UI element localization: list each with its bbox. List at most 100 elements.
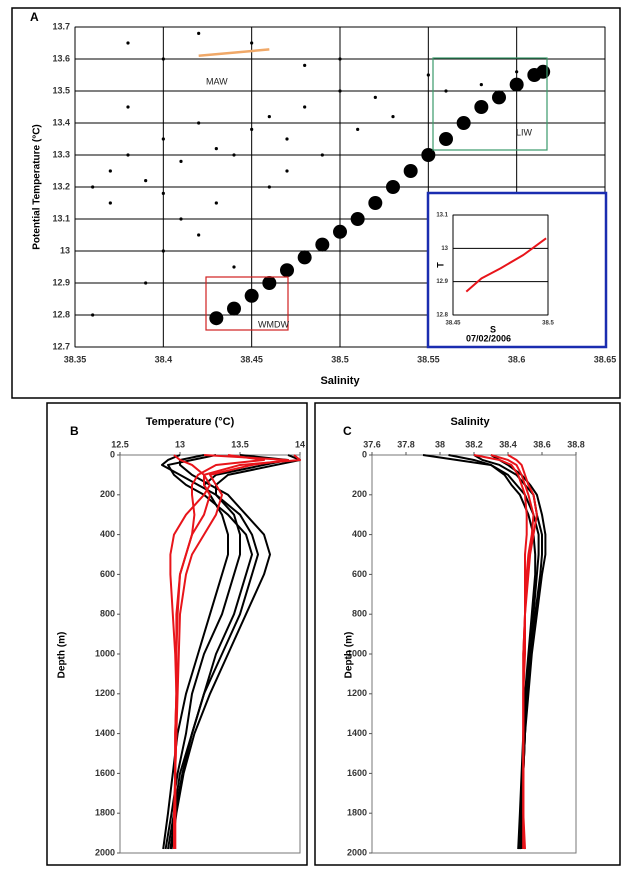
point xyxy=(444,89,448,93)
x-tick-label: 38.4 xyxy=(499,439,517,449)
y-tick-label: 400 xyxy=(100,529,115,539)
point xyxy=(126,105,130,109)
point xyxy=(515,70,519,74)
y-tick-label: 800 xyxy=(352,609,367,619)
annotation: LIW xyxy=(516,127,533,137)
x-tick-label: 38.6 xyxy=(508,354,526,364)
plot-area xyxy=(371,454,577,854)
profile-line xyxy=(161,454,259,850)
point xyxy=(338,57,342,61)
y-tick-label: 13.7 xyxy=(52,21,70,31)
point xyxy=(403,164,418,178)
point xyxy=(479,83,483,87)
point xyxy=(439,132,453,146)
x-tick-label: 38 xyxy=(435,439,445,449)
point xyxy=(214,147,218,151)
y-tick-label: 2000 xyxy=(347,847,367,857)
point xyxy=(91,185,95,189)
point xyxy=(297,250,312,265)
point xyxy=(267,115,271,119)
x-tick-label: 14 xyxy=(295,439,305,449)
point xyxy=(250,41,254,45)
point xyxy=(333,224,347,239)
y-tick-label: 13.3 xyxy=(52,149,70,159)
profile-line xyxy=(473,454,528,850)
annotation: WMDW xyxy=(258,319,289,329)
panel-label: A xyxy=(30,10,39,24)
x-tick-label: 13 xyxy=(175,439,185,449)
x-tick-label: 38.65 xyxy=(594,354,617,364)
y-tick-label: 1200 xyxy=(95,688,115,698)
point xyxy=(536,64,551,79)
point xyxy=(338,89,342,93)
y-tick-label: 13.4 xyxy=(52,117,70,127)
panel-label: B xyxy=(70,424,79,438)
point xyxy=(179,217,183,221)
point xyxy=(232,265,236,269)
y-tick-label: 1400 xyxy=(347,728,367,738)
point xyxy=(303,63,307,67)
y-tick-label: 1000 xyxy=(95,648,115,658)
panel-label: 07/02/2006 xyxy=(466,333,511,343)
point xyxy=(285,137,289,141)
point xyxy=(474,100,489,114)
liw-box xyxy=(432,57,548,151)
y-tick-label: 2000 xyxy=(95,847,115,857)
point xyxy=(315,237,330,252)
point xyxy=(161,137,165,141)
y-axis-label: T xyxy=(435,262,445,268)
point xyxy=(509,77,524,92)
point xyxy=(350,212,365,226)
x-tick-label: 13.5 xyxy=(231,439,249,449)
y-tick-label: 1000 xyxy=(347,648,367,658)
profile-line xyxy=(164,454,301,850)
y-tick-label: 13.6 xyxy=(52,53,70,63)
axis-title: Temperature (°C) xyxy=(146,416,235,428)
y-axis-label: Depth (m) xyxy=(57,632,68,679)
y-tick-label: 600 xyxy=(100,569,115,579)
point xyxy=(285,169,289,173)
point xyxy=(262,276,277,290)
point xyxy=(391,115,395,119)
point xyxy=(209,311,224,326)
point xyxy=(161,191,165,195)
y-tick-label: 13 xyxy=(60,245,70,255)
profile-line xyxy=(170,454,271,850)
x-tick-label: 12.5 xyxy=(111,439,129,449)
point xyxy=(108,169,112,173)
point xyxy=(214,201,218,205)
point xyxy=(303,105,307,109)
y-tick-label: 200 xyxy=(100,489,115,499)
axis-title: Salinity xyxy=(450,416,490,428)
point xyxy=(250,127,254,131)
y-tick-label: 13.1 xyxy=(52,213,70,223)
point xyxy=(227,301,241,316)
profile-line xyxy=(173,454,265,850)
point xyxy=(232,153,236,157)
y-tick-label: 13.2 xyxy=(52,181,70,191)
x-axis-label: S xyxy=(490,324,496,334)
point xyxy=(280,263,294,278)
y-axis-label: Depth (m) xyxy=(344,632,355,679)
y-tick-label: 12.9 xyxy=(52,277,70,287)
y-tick-label: 13 xyxy=(441,246,448,252)
point xyxy=(161,249,165,253)
point xyxy=(126,153,130,157)
y-tick-label: 1600 xyxy=(347,768,367,778)
water-mass-line xyxy=(198,48,270,58)
y-tick-label: 1200 xyxy=(347,688,367,698)
y-tick-label: 12.9 xyxy=(436,279,448,285)
point xyxy=(197,121,201,125)
point xyxy=(492,90,506,105)
point xyxy=(91,313,95,317)
y-tick-label: 1400 xyxy=(95,728,115,738)
point xyxy=(244,288,259,303)
point xyxy=(368,196,383,210)
point xyxy=(144,179,148,183)
y-tick-label: 13.5 xyxy=(52,85,70,95)
point xyxy=(386,180,400,194)
x-tick-label: 38.45 xyxy=(445,321,461,327)
ts-line xyxy=(465,237,547,293)
point xyxy=(356,127,360,131)
